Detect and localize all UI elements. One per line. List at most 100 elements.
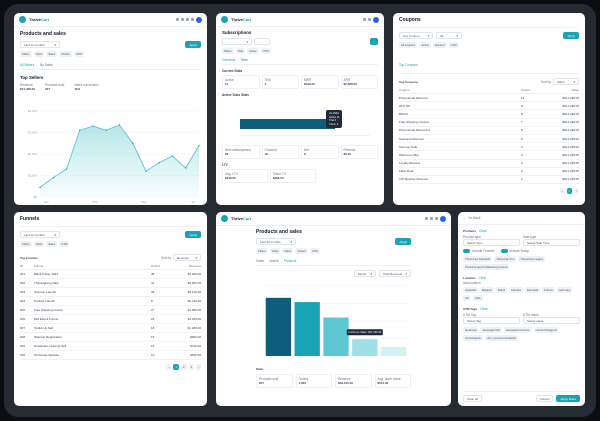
pager-page[interactable]: 1 — [173, 364, 179, 370]
filter-chip[interactable]: Visits — [33, 51, 45, 57]
table-row[interactable]: 008 Webinar Registration 15 $960.00 — [20, 333, 201, 342]
table-row[interactable]: Seasonal Discount 5 $514,238.00 — [399, 135, 579, 144]
table-row[interactable]: VIP Member Discount 1 $514,238.00 — [399, 176, 579, 185]
filter-chip[interactable]: Sales — [46, 241, 58, 247]
location-chip[interactable]: UK — [463, 295, 471, 301]
utm-tag-select[interactable]: Select Tag — [463, 317, 520, 324]
include-bump-toggle[interactable]: Include Bump — [500, 249, 529, 253]
tab-top-coupons[interactable]: Top Coupons — [399, 63, 418, 67]
grid-icon[interactable] — [186, 18, 189, 21]
go-back-link[interactable]: Go Back — [468, 216, 481, 220]
filter-chip[interactable]: Trial — [235, 48, 245, 54]
brand-logo-icon[interactable] — [19, 16, 26, 23]
tab-all-sellers[interactable]: All Sellers — [20, 63, 35, 67]
avatar[interactable] — [373, 16, 379, 23]
utm-chip[interactable]: campaign=summer — [503, 327, 532, 333]
filter-chip[interactable]: Active — [419, 42, 432, 48]
avatar[interactable] — [440, 215, 446, 222]
table-row[interactable]: Free Shipping Coupon 7 $514,238.00 — [399, 119, 579, 127]
avatar[interactable] — [196, 16, 202, 23]
apply-filters-button[interactable]: Apply filters — [556, 395, 580, 402]
utm-chip[interactable]: utm_source=newsletter — [485, 335, 519, 341]
filter-chip[interactable]: Expired — [433, 42, 447, 48]
table-row[interactable]: Loyalty Reward 3 $514,238.00 — [399, 160, 579, 168]
utm-clear-link[interactable]: Clear — [480, 307, 488, 311]
search-icon[interactable] — [363, 18, 366, 21]
apply-button[interactable]: Apply — [185, 231, 201, 238]
product-chip[interactable]: ThriveCart Standard — [463, 256, 493, 262]
table-row[interactable]: Welcome Offer 4 $514,238.00 — [399, 151, 579, 160]
table-row[interactable]: 004 Product Launch 8 $2,130.00 — [20, 297, 201, 306]
filter-chip[interactable]: Filters — [20, 51, 32, 57]
table-row[interactable]: 002 Thanksgiving Sale 41 $3,960.00 — [20, 279, 201, 288]
help-icon[interactable] — [191, 18, 194, 21]
tab-by-sales[interactable]: By Sales — [40, 63, 53, 67]
sort-select[interactable]: Revenue ▾ — [173, 254, 201, 261]
filter-chip[interactable]: UTM — [59, 241, 70, 247]
status-select[interactable]: All ▾ — [436, 32, 462, 39]
filter-chip[interactable]: Filters — [222, 48, 234, 54]
table-row[interactable]: 009 Newsletter Lead Up Sell 12 $740.00 — [20, 342, 201, 351]
pager-prev[interactable]: ‹ — [559, 188, 565, 195]
tab-table[interactable]: Table — [240, 58, 248, 62]
product-chip[interactable]: ThriveCart Legacy — [518, 256, 546, 262]
table-row[interactable]: Flash Deal 2 $514,238.00 — [399, 168, 579, 176]
filter-chip[interactable]: Orders — [295, 248, 308, 254]
cancel-button[interactable]: Cancel — [536, 395, 554, 402]
date-range-select[interactable]: Last 12 months ▾ — [20, 41, 60, 48]
location-chip[interactable]: Brazil — [496, 287, 507, 293]
pager-page[interactable]: 1 — [566, 188, 573, 195]
tab-sales[interactable]: Sales — [256, 259, 264, 263]
products-clear-link[interactable]: Clear — [479, 229, 487, 233]
location-clear-link[interactable]: Clear — [478, 276, 487, 280]
filter-chip[interactable]: UTM — [309, 248, 320, 254]
brand-logo-icon[interactable] — [221, 16, 228, 23]
tab-products[interactable]: Products — [283, 259, 297, 263]
table-row[interactable]: 001 Black Friday 2024 48 $4,930.00 — [20, 270, 201, 279]
interval-select[interactable]: Month ▾ — [354, 270, 376, 277]
search-icon[interactable] — [176, 18, 179, 21]
apply-button[interactable]: Apply — [185, 41, 201, 48]
table-row[interactable]: 006 $10 Ebook Funnel 22 $1,450.00 — [20, 315, 201, 324]
active-subs-bar[interactable] — [240, 119, 336, 129]
pager-next[interactable]: › — [574, 188, 579, 195]
table-row[interactable]: 003 Summer Launch 38 $3,210.00 — [20, 288, 201, 297]
utm-chip[interactable]: facebook — [463, 327, 479, 333]
sale-type-select[interactable]: Select Sale Type — [523, 239, 580, 246]
bell-icon[interactable] — [368, 18, 371, 21]
table-row[interactable]: Promotional Discount 2 6 $514,238.00 — [399, 127, 579, 135]
product-chip[interactable]: ThriveCart Pro — [494, 256, 517, 262]
grid-icon[interactable] — [435, 217, 438, 220]
utm-value-select[interactable]: Select value — [523, 317, 580, 324]
search-icon[interactable] — [425, 217, 428, 220]
apply-button[interactable] — [370, 38, 378, 45]
filter-chip[interactable]: Filters — [20, 241, 32, 247]
coupon-select[interactable]: Any Coupon ▾ — [399, 32, 433, 39]
location-chip[interactable]: France — [542, 287, 555, 293]
back-arrow-icon[interactable]: ← — [463, 216, 467, 220]
table-row[interactable]: 010 Christmas Website 10 $520.00 — [20, 351, 201, 360]
utm-chip[interactable]: ct=instagram — [463, 335, 484, 341]
filter-chip[interactable]: UTM — [260, 48, 271, 54]
filter-chip[interactable]: UTM — [73, 51, 84, 57]
bell-icon[interactable] — [181, 18, 184, 21]
filter-chip[interactable]: Sales — [282, 248, 294, 254]
table-row[interactable]: Summer Sale 4 $514,238.00 — [399, 143, 579, 152]
filter-chip[interactable]: Orders — [59, 51, 72, 57]
product-type-select[interactable]: Select Type — [463, 239, 520, 246]
location-chip[interactable]: Germany — [556, 287, 573, 293]
pager-page[interactable]: 3 — [188, 364, 195, 370]
pager-next[interactable]: › — [196, 364, 201, 370]
tab-orders[interactable]: Orders — [268, 259, 279, 263]
bell-icon[interactable] — [430, 217, 433, 220]
location-chip[interactable]: Canada — [509, 287, 523, 293]
table-row[interactable]: 007 Toolkit Up Sell 18 $1,180.00 — [20, 324, 201, 333]
date-range-select[interactable]: Last 12 months ▾ — [256, 238, 296, 245]
location-chip[interactable]: USA — [472, 295, 483, 301]
filter-chip[interactable]: Visits — [269, 248, 281, 254]
filter-chip[interactable]: Sales — [46, 51, 58, 57]
pager-page[interactable]: 2 — [180, 364, 187, 370]
filter-chip[interactable]: All coupons — [399, 42, 418, 48]
table-row[interactable]: BOGO 8 $514,238.00 — [399, 110, 579, 119]
product-chip[interactable]: Product Launch Marketing Course — [463, 264, 510, 270]
